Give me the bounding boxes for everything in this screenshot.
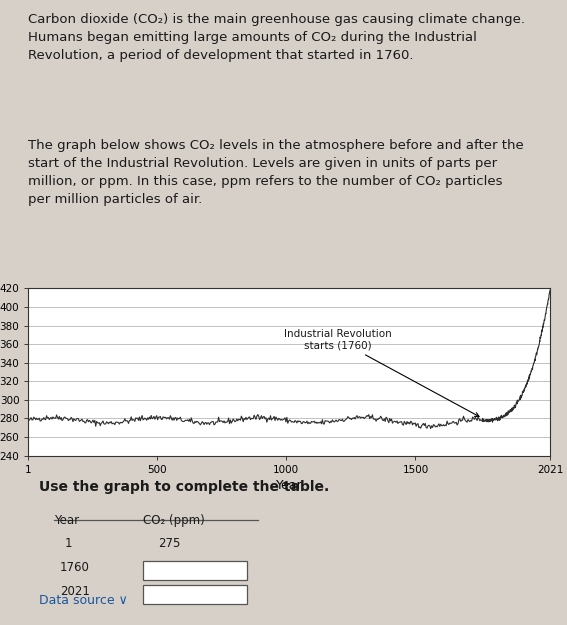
FancyBboxPatch shape — [143, 585, 247, 604]
Text: 275: 275 — [158, 538, 180, 550]
Text: 1760: 1760 — [60, 561, 90, 574]
Text: Industrial Revolution
starts (1760): Industrial Revolution starts (1760) — [284, 329, 479, 416]
Text: The graph below shows CO₂ levels in the atmosphere before and after the
start of: The graph below shows CO₂ levels in the … — [28, 139, 524, 206]
Text: Data source ∨: Data source ∨ — [39, 594, 128, 607]
X-axis label: Year: Year — [276, 479, 302, 492]
Text: 1: 1 — [65, 538, 73, 550]
Text: Year: Year — [54, 514, 79, 527]
Text: 2021: 2021 — [60, 585, 90, 598]
FancyBboxPatch shape — [143, 561, 247, 579]
Text: Carbon dioxide (CO₂) is the main greenhouse gas causing climate change.
Humans b: Carbon dioxide (CO₂) is the main greenho… — [28, 12, 526, 61]
Text: CO₂ (ppm): CO₂ (ppm) — [143, 514, 205, 527]
Text: Use the graph to complete the table.: Use the graph to complete the table. — [39, 480, 329, 494]
